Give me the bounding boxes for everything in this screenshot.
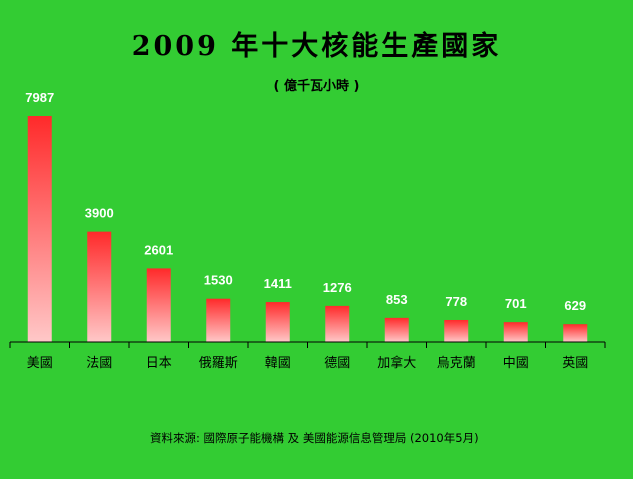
category-label-8: 中國	[503, 356, 529, 371]
category-label-3: 俄羅斯	[199, 356, 238, 371]
value-label-4: 1411	[264, 276, 292, 291]
bar-3	[206, 298, 231, 342]
bar-9	[563, 324, 588, 342]
value-label-8: 701	[505, 296, 527, 311]
bar-1	[87, 231, 112, 342]
value-label-0: 7987	[25, 90, 54, 105]
bar-7	[444, 319, 469, 342]
bar-2	[146, 268, 171, 342]
category-label-0: 美國	[27, 356, 53, 371]
value-label-6: 853	[386, 292, 408, 307]
value-label-3: 1530	[204, 273, 233, 288]
category-label-5: 德國	[324, 356, 350, 371]
value-label-1: 3900	[85, 206, 114, 221]
bar-8	[503, 322, 528, 342]
source-note: 資料來源: 國際原子能機構 及 美國能源信息管理局 (2010年5月)	[150, 431, 479, 445]
value-label-5: 1276	[323, 280, 352, 295]
bar-5	[325, 305, 350, 342]
value-label-7: 778	[445, 294, 467, 309]
chart-title: 2009 年十大核能生產國家	[131, 31, 502, 62]
bar-4	[265, 302, 290, 342]
category-label-2: 日本	[146, 356, 172, 371]
value-label-2: 2601	[144, 242, 173, 257]
category-label-9: 英國	[562, 356, 588, 371]
chart-subtitle: ( 億千瓦小時 )	[273, 79, 360, 94]
category-label-4: 韓國	[265, 356, 291, 371]
bar-6	[384, 317, 409, 342]
value-label-9: 629	[564, 298, 586, 313]
category-label-6: 加拿大	[377, 355, 416, 371]
category-label-7: 烏克蘭	[437, 355, 476, 371]
category-label-1: 法國	[86, 356, 112, 371]
bar-0	[27, 116, 52, 342]
